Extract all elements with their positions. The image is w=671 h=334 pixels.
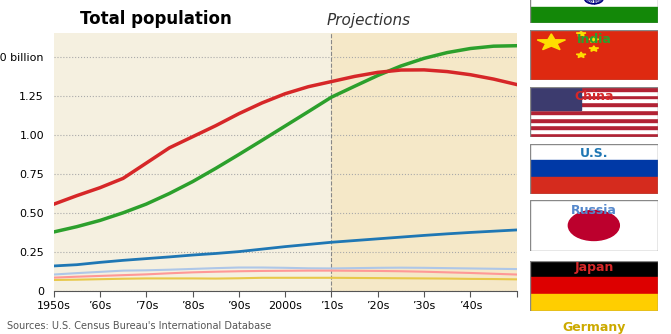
- Bar: [530, 125, 658, 129]
- Text: Total population: Total population: [80, 10, 231, 28]
- Bar: [530, 177, 658, 194]
- Text: Russia: Russia: [571, 204, 617, 217]
- Text: Germany: Germany: [562, 321, 625, 334]
- Text: Sources: U.S. Census Bureau's International Database: Sources: U.S. Census Bureau's Internatio…: [7, 321, 271, 331]
- Polygon shape: [589, 46, 599, 51]
- Bar: [530, 106, 658, 110]
- Polygon shape: [589, 37, 599, 42]
- Text: Projections: Projections: [327, 13, 411, 28]
- Text: China: China: [574, 90, 613, 103]
- Circle shape: [568, 210, 619, 240]
- Bar: [530, 144, 658, 160]
- Bar: [530, 160, 658, 177]
- Bar: [530, 294, 658, 311]
- Bar: [530, 91, 658, 95]
- Bar: [54, 33, 331, 291]
- Bar: [530, 99, 658, 102]
- Bar: [530, 95, 658, 99]
- Bar: [530, 118, 658, 122]
- Polygon shape: [537, 34, 566, 50]
- Bar: [530, 7, 658, 23]
- Bar: [530, 110, 658, 114]
- Bar: [530, 87, 581, 110]
- Bar: [331, 33, 517, 291]
- Text: India: India: [576, 33, 611, 46]
- Bar: [530, 87, 658, 91]
- Text: Japan: Japan: [574, 261, 613, 274]
- Text: U.S.: U.S.: [580, 147, 608, 160]
- Bar: [530, 277, 658, 294]
- Bar: [530, 0, 658, 7]
- Bar: [530, 129, 658, 133]
- Bar: [530, 122, 658, 125]
- Bar: [530, 102, 658, 106]
- Polygon shape: [576, 52, 586, 57]
- Polygon shape: [576, 31, 586, 36]
- Bar: [530, 261, 658, 277]
- Bar: [530, 133, 658, 137]
- Bar: [530, 114, 658, 118]
